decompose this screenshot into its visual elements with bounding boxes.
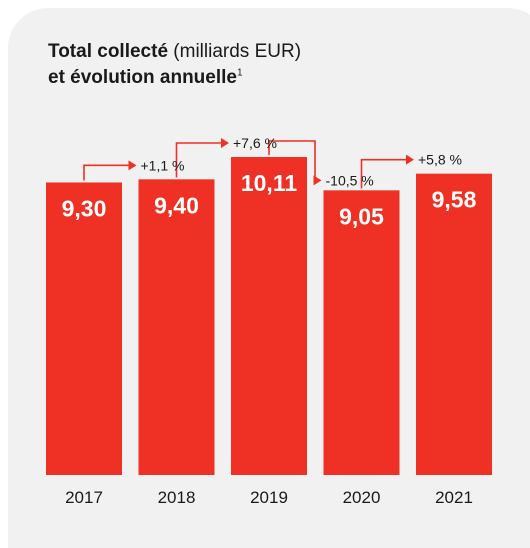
change-connector-3	[360, 158, 408, 189]
title-unit: (milliards EUR)	[168, 41, 302, 62]
change-label-0: +1,1 %	[141, 157, 185, 173]
bar-2017	[46, 182, 122, 476]
category-label-2021: 2021	[435, 488, 473, 507]
change-connector-0	[83, 164, 131, 181]
title-bold: Total collecté	[48, 41, 169, 62]
change-arrows-group	[83, 138, 414, 189]
value-label-2018: 9,40	[154, 192, 199, 218]
value-label-2021: 9,58	[432, 187, 477, 213]
bar-2021	[416, 173, 492, 475]
bar-2020	[323, 190, 400, 475]
arrow-head-3	[406, 154, 414, 165]
value-label-2020: 9,05	[339, 203, 384, 229]
bar-2019	[231, 157, 307, 475]
category-label-2017: 2017	[65, 488, 103, 507]
chart-title: Total collecté (milliards EUR) et évolut…	[48, 39, 301, 91]
labels-group: 9,30 2017 9,40 2018 10,11 2019 9,05 2020 9,58 202…	[62, 135, 477, 507]
change-label-2: -10,5 %	[326, 172, 374, 188]
bars-group	[46, 157, 492, 476]
arrow-head-2	[313, 175, 322, 186]
arrow-head-0	[128, 160, 137, 171]
category-label-2020: 2020	[343, 488, 381, 507]
bar-chart: 9,30 2017 9,40 2018 10,11 2019 9,05 2020 9,58 202…	[46, 135, 492, 507]
value-label-2017: 9,30	[62, 195, 107, 221]
category-label-2018: 2018	[158, 488, 196, 507]
change-connector-1	[175, 142, 223, 178]
change-label-1: +7,6 %	[233, 135, 277, 151]
change-label-3: +5,8 %	[418, 152, 462, 168]
arrow-head-1	[221, 138, 229, 148]
bar-2018	[138, 179, 215, 476]
footnote-marker: 1	[236, 67, 243, 79]
value-label-2019: 10,11	[241, 170, 297, 196]
category-label-2019: 2019	[250, 488, 288, 507]
subtitle: et évolution annuelle	[48, 67, 237, 88]
